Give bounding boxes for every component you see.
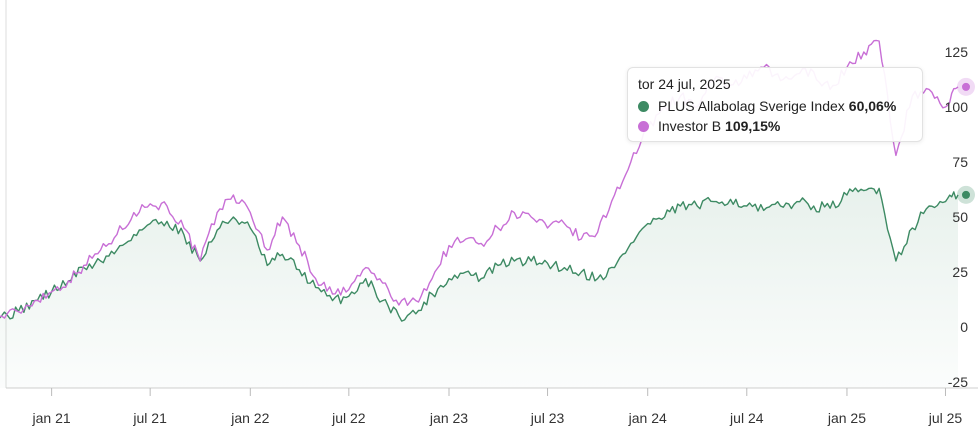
tooltip-date: tor 24 jul, 2025 xyxy=(638,76,731,92)
x-tick-label: jan 23 xyxy=(429,410,468,426)
x-tick-label: jul 21 xyxy=(132,410,167,426)
investor-legend-dot xyxy=(638,120,649,132)
y-tick-label: 25 xyxy=(952,264,968,280)
tooltip-row-index: PLUS Allabolag Sverige Index 60,06% xyxy=(638,96,912,116)
hover-markers xyxy=(957,77,975,204)
index-series-line xyxy=(0,187,959,322)
x-tick-label: jan 24 xyxy=(628,410,667,426)
y-axis: 125 100 75 50 25 0 -25 xyxy=(945,44,969,390)
y-tick-label: 75 xyxy=(952,154,968,170)
hover-marker-dot xyxy=(962,82,970,91)
x-tick-label: jan 22 xyxy=(230,410,269,426)
y-tick-label: 50 xyxy=(952,209,968,225)
x-tick-label: jan 25 xyxy=(827,410,866,426)
index-legend-dot xyxy=(638,100,649,112)
tooltip-series-label: PLUS Allabolag Sverige Index xyxy=(658,98,845,114)
y-tick-label: -25 xyxy=(948,374,968,390)
x-axis: jan 21 jul 21 jan 22 jul 22 jan 23 jul 23 jan … xyxy=(32,388,963,426)
x-tick-label: jul 23 xyxy=(530,410,565,426)
tooltip-series-label: Investor B xyxy=(658,118,722,134)
index-area-fill xyxy=(0,188,958,388)
y-tick-label: 125 xyxy=(945,44,969,60)
chart-tooltip: tor 24 jul, 2025 PLUS Allabolag Sverige … xyxy=(627,67,923,142)
tooltip-series-value: 109,15% xyxy=(725,118,781,134)
y-tick-label: 100 xyxy=(945,99,969,115)
x-tick-label: jul 24 xyxy=(729,410,764,426)
hover-marker-dot xyxy=(962,190,970,199)
x-tick-label: jul 22 xyxy=(331,410,366,426)
x-tick-label: jul 25 xyxy=(928,410,963,426)
y-tick-label: 0 xyxy=(960,319,968,335)
tooltip-series-value: 60,06% xyxy=(848,98,897,114)
tooltip-row-investor: Investor B 109,15% xyxy=(638,116,912,136)
x-tick-label: jan 21 xyxy=(32,410,71,426)
area-layer xyxy=(0,188,958,388)
